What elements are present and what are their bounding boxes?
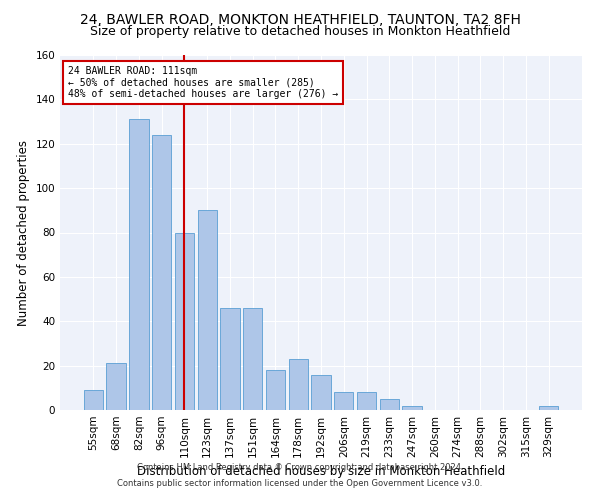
Bar (152, 135, 172, 410)
Bar (380, 399, 399, 410)
Text: Contains public sector information licensed under the Open Government Licence v3: Contains public sector information licen… (118, 478, 482, 488)
Y-axis label: Number of detached properties: Number of detached properties (17, 140, 30, 326)
Bar (289, 359, 308, 410)
Bar (334, 392, 353, 410)
Text: 24 BAWLER ROAD: 111sqm
← 50% of detached houses are smaller (285)
48% of semi-de: 24 BAWLER ROAD: 111sqm ← 50% of detached… (68, 66, 338, 99)
Bar (266, 370, 285, 410)
Bar (539, 406, 558, 410)
Text: Size of property relative to detached houses in Monkton Heathfield: Size of property relative to detached ho… (90, 25, 510, 38)
Bar (175, 232, 194, 410)
Bar (220, 308, 239, 410)
Bar (403, 406, 422, 410)
Text: Contains HM Land Registry data © Crown copyright and database right 2024.: Contains HM Land Registry data © Crown c… (137, 464, 463, 472)
Bar (311, 374, 331, 410)
Bar (357, 392, 376, 410)
Bar (197, 210, 217, 410)
Text: 24, BAWLER ROAD, MONKTON HEATHFIELD, TAUNTON, TA2 8FH: 24, BAWLER ROAD, MONKTON HEATHFIELD, TAU… (80, 12, 520, 26)
Bar (243, 308, 262, 410)
Bar (129, 120, 149, 410)
Bar (106, 364, 126, 410)
Bar (84, 390, 103, 410)
X-axis label: Distribution of detached houses by size in Monkton Heathfield: Distribution of detached houses by size … (137, 466, 505, 478)
